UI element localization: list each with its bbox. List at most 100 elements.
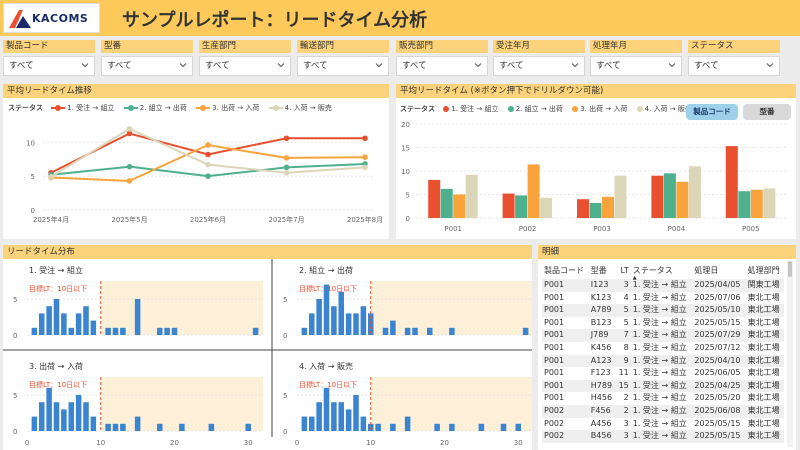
detail-table: 製品コード 型番 LT ステータス ▲ 処理日 処理部門 P001 I123 3 1. … (542, 261, 784, 443)
table-scrollbar[interactable] (787, 261, 793, 447)
table-cell: 7 (615, 329, 631, 342)
hist-y-tick: 0 (13, 428, 17, 436)
hist-x-tick: 20 (440, 439, 449, 447)
hist-x-tick: 10 (96, 439, 105, 447)
drill-product-code-button[interactable]: 製品コード (686, 104, 738, 120)
table-row[interactable]: P001 K123 4 1. 受注 → 組立 2025/07/06 東北工場 (542, 292, 784, 305)
bar-legend-item-3[interactable]: 3. 出荷 → 入荷 (572, 104, 627, 114)
table-cell: 1. 受注 → 組立 (632, 368, 687, 378)
table-cell: 8 (623, 342, 629, 352)
histogram-bar (404, 327, 411, 335)
table-cell: 5 (623, 317, 629, 327)
filter-dropdown[interactable]: すべて (688, 56, 780, 76)
table-cell: P001 (544, 292, 565, 302)
table-row[interactable]: P002 A456 3 1. 受注 → 組立 2025/05/15 東北工場 (542, 418, 784, 431)
filter-dropdown[interactable]: すべて (493, 56, 585, 76)
histogram-bar (426, 327, 433, 335)
histogram-bar (360, 416, 367, 431)
table-cell: 2025/04/10 (692, 354, 746, 368)
filter-dropdown[interactable]: すべて (297, 56, 389, 76)
table-row[interactable]: P001 A789 5 1. 受注 → 組立 2025/05/10 東北工場 (542, 304, 784, 317)
histogram-bar (316, 299, 322, 335)
table-row[interactable]: P001 H456 2 1. 受注 → 組立 2025/05/20 東北工場 (542, 392, 784, 405)
bar-x-tick: P002 (519, 225, 537, 233)
table-cell: 1. 受注 → 組立 (630, 354, 693, 368)
filter-dropdown[interactable]: すべて (396, 56, 488, 76)
col-header-model[interactable]: 型番 (590, 265, 607, 275)
filter-dropdown[interactable]: すべて (590, 56, 682, 76)
table-row[interactable]: P002 F456 2 1. 受注 → 組立 2025/06/08 東北工場 (542, 404, 784, 418)
histogram-bar (390, 320, 396, 335)
table-cell: B123 (590, 317, 612, 327)
table-row[interactable]: P001 J789 7 1. 受注 → 組立 2025/07/29 東北工場 (542, 329, 784, 342)
table-row[interactable]: P001 K456 8 1. 受注 → 組立 2025/07/12 東北工場 (542, 342, 784, 355)
over-target-region (370, 281, 532, 335)
col-header-department[interactable]: 処理部門 (747, 265, 780, 275)
col-header-product-code[interactable]: 製品コード (544, 265, 584, 275)
drill-model-button[interactable]: 型番 (743, 104, 791, 120)
bar-legend-item-1[interactable]: 1. 受注 → 組立 (443, 104, 498, 114)
table-cell: 1. 受注 → 組立 (632, 342, 687, 352)
chevron-down-icon (277, 63, 285, 68)
bar-P001-s4 (465, 174, 478, 218)
bar-P003-s2 (589, 202, 602, 218)
histogram-bar (156, 423, 163, 431)
table-cell: 1. 受注 → 組立 (630, 430, 693, 443)
table-cell: 1. 受注 → 組立 (632, 292, 687, 302)
filter-dropdown[interactable]: すべて (199, 56, 291, 76)
histogram-bar (360, 306, 367, 335)
filter-dropdown[interactable]: すべて (3, 56, 95, 76)
hist-y-tick: 0 (13, 332, 17, 340)
histogram-bar (308, 313, 315, 335)
trend-legend-item-1[interactable]: 1. 受注 → 組立 (51, 103, 114, 113)
table-cell: 1. 受注 → 組立 (630, 379, 693, 393)
table-cell: F456 (588, 404, 616, 418)
filter-value: すべて (9, 61, 34, 71)
hist-x-tick: 0 (25, 439, 29, 447)
bar-legend-item-4[interactable]: 4. 入荷 → 販売 (636, 104, 692, 114)
histogram-bar (105, 327, 111, 335)
table-row[interactable]: P001 H789 15 1. 受注 → 組立 2025/04/25 東北工場 (542, 379, 784, 393)
bar-P003-s1 (577, 199, 589, 218)
table-cell: 2025/06/05 (694, 368, 741, 378)
histogram-bar (301, 327, 308, 335)
trend-legend-item-2[interactable]: 2. 組立 → 出荷 (123, 103, 187, 113)
bar-legend-item-2[interactable]: 2. 組立 → 出荷 (507, 104, 563, 114)
table-row[interactable]: P001 A123 9 1. 受注 → 組立 2025/04/10 東北工場 (542, 354, 784, 368)
bar-title: 平均リードタイム (※ボタン押下でドリルダウン可能) (396, 84, 796, 98)
trend-y-tick: 5 (31, 173, 35, 181)
target-label: 目標LT：10日以下 (29, 380, 87, 389)
hist-x-tick: 20 (170, 439, 179, 447)
table-cell: 東北工場 (745, 404, 784, 418)
histogram-bar (434, 423, 440, 431)
table-row[interactable]: P001 I123 3 1. 受注 → 組立 2025/04/05 関東工場 (542, 279, 784, 292)
trend-legend-item-4[interactable]: 4. 入荷 → 販売 (268, 103, 332, 113)
table-cell: K123 (590, 292, 612, 302)
hist-y-tick: 5 (283, 392, 287, 400)
table-row[interactable]: P001 B123 5 1. 受注 → 組立 2025/05/15 東北工場 (542, 317, 784, 330)
filter-dropdown[interactable]: すべて (101, 56, 193, 76)
detail-header-row: 製品コード 型番 LT ステータス ▲ 処理日 処理部門 (542, 261, 784, 282)
table-scrollbar-thumb[interactable] (788, 261, 792, 277)
trend-x-tick: 2025年8月 (347, 215, 383, 224)
col-header-lt[interactable]: LT (620, 265, 629, 275)
chevron-down-icon (179, 63, 187, 68)
trend-y-tick: 10 (26, 139, 35, 147)
filter-6: 処理年月 すべて (590, 40, 682, 78)
col-header-process-date[interactable]: 処理日 (694, 265, 719, 275)
table-cell: 15 (615, 379, 631, 393)
histogram-bar (31, 416, 38, 431)
histogram-bar (134, 416, 141, 431)
table-cell: A456 (590, 418, 612, 428)
col-header-status[interactable]: ステータス ▲ (632, 265, 673, 282)
trend-legend: ステータス 1. 受注 → 組立 2. 組立 → 出荷 3. 出荷 → 入荷 4… (8, 103, 339, 113)
histogram-bar (90, 416, 97, 431)
chevron-down-icon (766, 63, 774, 68)
trend-legend-item-3[interactable]: 3. 出荷 → 入荷 (196, 103, 259, 113)
trend-point (126, 125, 133, 132)
table-row[interactable]: P002 B456 3 1. 受注 → 組立 2025/05/15 東北工場 (542, 430, 784, 443)
trend-x-tick: 2025年7月 (268, 215, 304, 224)
table-row[interactable]: P001 F123 11 1. 受注 → 組立 2025/06/05 東北工場 (542, 367, 784, 380)
bar-P004-s1 (651, 175, 664, 218)
avg-leadtime-bar-chart: 0 5 10 15 20 P001 P002 P003 P004 P005 (401, 121, 788, 233)
